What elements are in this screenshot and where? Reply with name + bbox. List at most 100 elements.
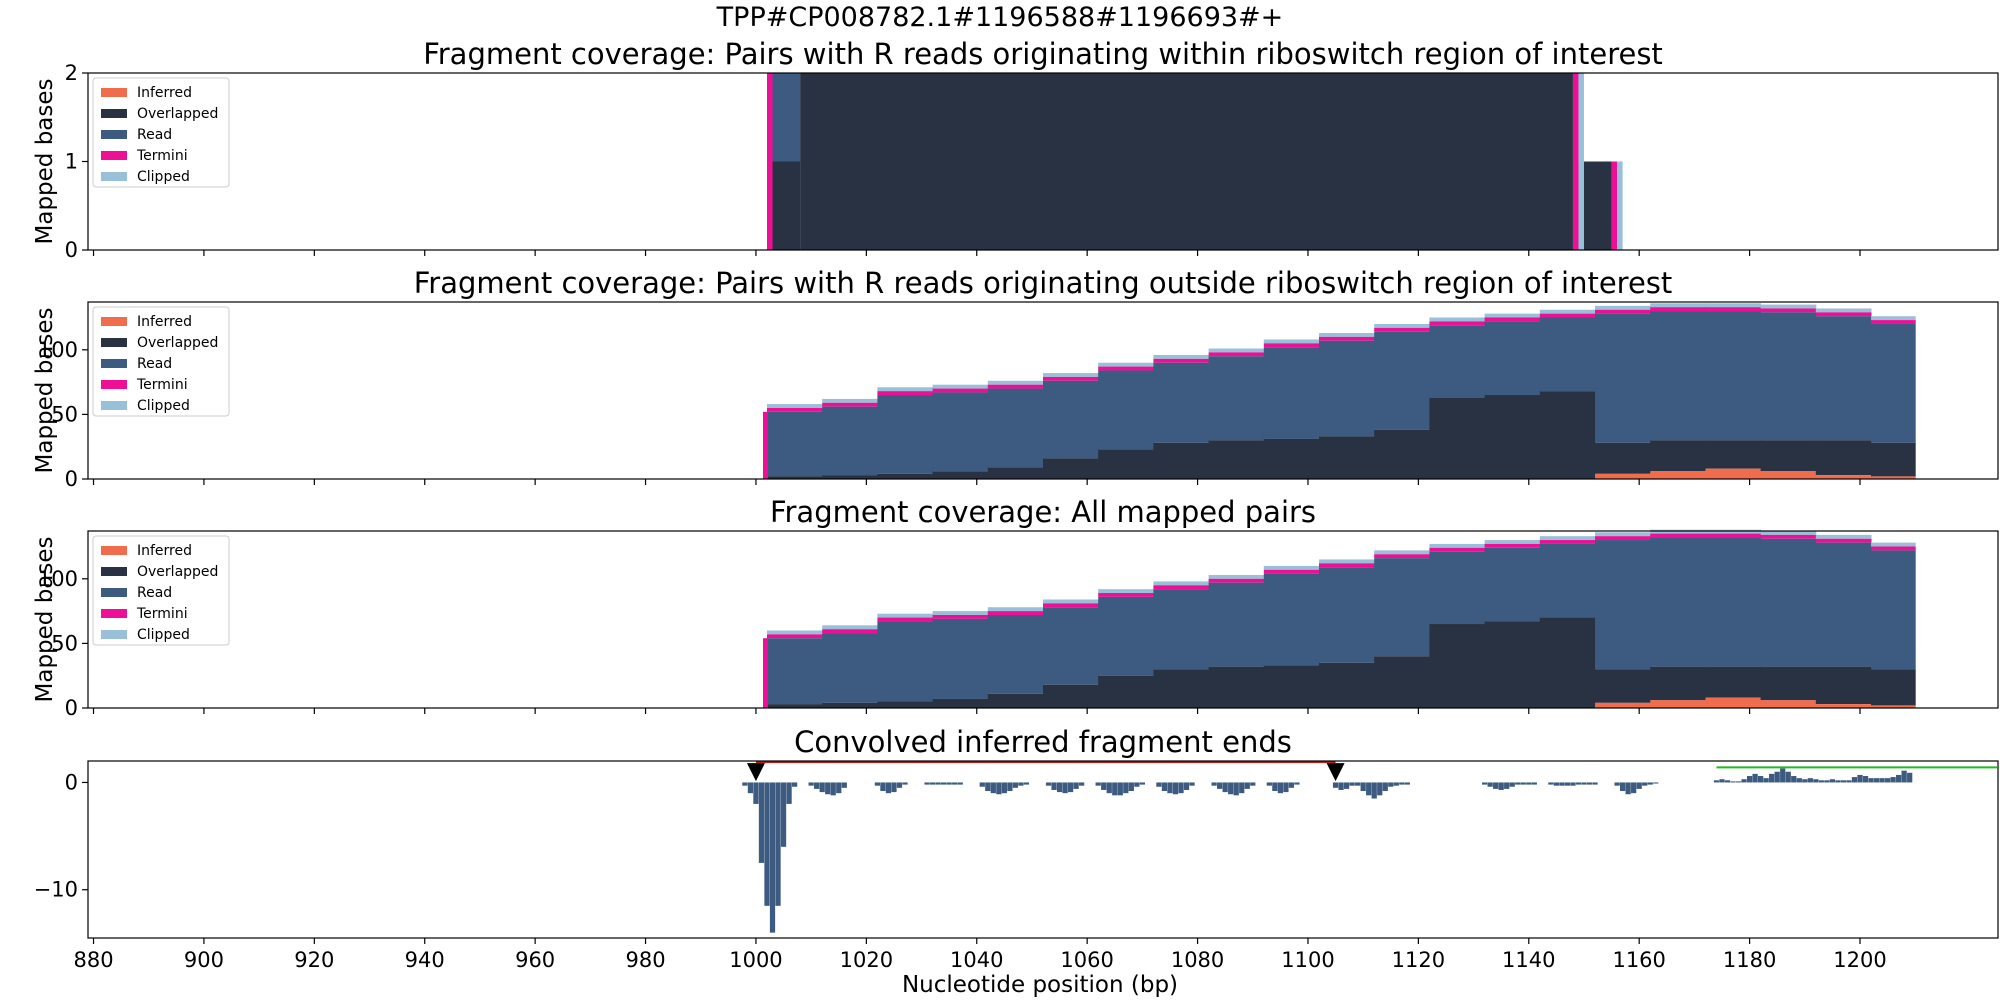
convolved-bar — [1653, 782, 1659, 784]
coverage-bar-overlapped — [1871, 669, 1916, 706]
legend-label: Overlapped — [137, 335, 218, 351]
convolved-bar — [1178, 782, 1184, 794]
coverage-bar-overlapped — [1263, 665, 1320, 708]
convolved-bar — [1493, 782, 1499, 789]
coverage-bar-termini — [877, 391, 934, 396]
convolved-bar — [1581, 782, 1587, 785]
convolved-bar — [825, 782, 831, 795]
series-group — [762, 529, 1916, 708]
convolved-bar — [1355, 782, 1361, 786]
convolved-bar — [1371, 782, 1377, 799]
convolved-bar — [880, 782, 886, 792]
x-tick-label: 1200 — [1833, 948, 1886, 972]
convolved-bar — [1233, 782, 1239, 796]
legend-label: Overlapped — [137, 106, 218, 122]
coverage-bar-termini — [987, 611, 1044, 615]
coverage-bar-read — [932, 618, 989, 699]
y-axis-label: Mapped bases — [32, 536, 58, 702]
coverage-bar-overlapped — [1539, 617, 1596, 708]
convolved-bar — [1846, 780, 1852, 783]
coverage-bar-inferred — [1871, 476, 1916, 479]
legend-label: Overlapped — [137, 564, 218, 580]
x-tick-label: 920 — [294, 948, 334, 972]
coverage-bar-termini — [1871, 320, 1916, 324]
coverage-bar-clipped — [1098, 589, 1154, 594]
coverage-bar-overlapped — [766, 476, 823, 479]
convolved-bar — [1272, 782, 1278, 792]
coverage-bar-read — [1760, 538, 1817, 667]
convolved-bar — [1791, 776, 1797, 783]
convolved-bar — [1283, 782, 1289, 793]
coverage-bar-overlapped — [987, 693, 1044, 708]
series-group — [766, 73, 1623, 250]
convolved-bar — [1266, 782, 1272, 786]
coverage-bar-clipped — [822, 625, 878, 630]
y-tick-label: 0 — [65, 238, 78, 262]
coverage-bar-read — [822, 406, 878, 476]
convolved-bar — [874, 782, 881, 786]
coverage-bar-clipped — [1650, 303, 1706, 308]
coverage-bar-read — [1043, 607, 1099, 685]
coverage-bar-termini — [1208, 578, 1265, 583]
coverage-bar-overlapped — [800, 73, 1573, 250]
x-tick-label: 900 — [184, 948, 224, 972]
coverage-bar-termini — [1650, 533, 1706, 538]
coverage-bar-overlapped — [1760, 666, 1817, 701]
coverage-bar-overlapped — [766, 704, 823, 708]
coverage-bar-termini — [1429, 321, 1486, 326]
coverage-bar-read — [1153, 362, 1210, 443]
coverage-bar-termini — [1871, 546, 1916, 551]
coverage-bar-clipped — [1705, 529, 1762, 534]
convolved-bar — [1018, 782, 1024, 786]
coverage-bar-termini — [1539, 540, 1596, 544]
coverage-bar-inferred — [1815, 475, 1872, 479]
convolved-bar — [1128, 782, 1134, 792]
coverage-bar-overlapped — [1429, 397, 1486, 479]
x-tick-label: 1020 — [840, 948, 893, 972]
plot-area — [766, 73, 1623, 250]
coverage-bar-clipped — [1153, 354, 1210, 359]
coverage-bar-overlapped — [1263, 438, 1320, 479]
convolved-bar — [830, 782, 836, 796]
coverage-bar-termini — [762, 638, 768, 708]
convolved-bar — [1752, 773, 1758, 783]
convolved-bar — [841, 782, 847, 788]
convolved-bar — [753, 782, 759, 804]
coverage-bar-overlapped — [1705, 666, 1762, 698]
coverage-bar-overlapped — [1705, 440, 1762, 469]
coverage-bar-termini — [1043, 376, 1099, 381]
coverage-bar-read — [772, 73, 801, 162]
y-tick-label: 50 — [51, 631, 78, 655]
legend-label: Termini — [136, 377, 188, 393]
x-tick-label: 980 — [625, 948, 665, 972]
coverage-bar-overlapped — [822, 475, 878, 479]
coverage-bar-read — [1484, 547, 1541, 622]
axes-frame — [87, 301, 1999, 480]
legend-swatch — [101, 380, 127, 389]
convolved-bar — [1586, 782, 1593, 785]
convolved-bar — [836, 782, 842, 794]
coverage-bar-read — [1043, 380, 1099, 459]
convolved-bar — [1045, 782, 1052, 786]
coverage-bar-clipped — [1043, 599, 1099, 604]
convolved-bar — [1769, 773, 1775, 783]
convolved-bar — [1481, 782, 1488, 785]
convolved-bar — [1393, 782, 1399, 786]
coverage-bar-read — [1208, 582, 1265, 667]
convolved-bar — [780, 782, 787, 847]
x-tick-label: 1040 — [950, 948, 1003, 972]
coverage-bar-termini — [766, 73, 773, 250]
coverage-bar-inferred — [1815, 704, 1872, 708]
coverage-bar-overlapped — [1319, 662, 1375, 708]
y-tick-label: 0 — [65, 696, 78, 720]
y-axis-label: Mapped bases — [32, 307, 58, 473]
legend-label: Clipped — [137, 627, 190, 643]
x-tick-label: 1120 — [1392, 948, 1445, 972]
convolved-bar — [1785, 771, 1791, 783]
convolved-bar — [896, 782, 903, 788]
convolved-bar — [1901, 770, 1907, 783]
coverage-bar-inferred — [1650, 700, 1706, 708]
legend-label: Read — [137, 585, 172, 601]
coverage-bar-inferred — [1760, 471, 1817, 479]
convolved-bar — [1884, 778, 1891, 783]
